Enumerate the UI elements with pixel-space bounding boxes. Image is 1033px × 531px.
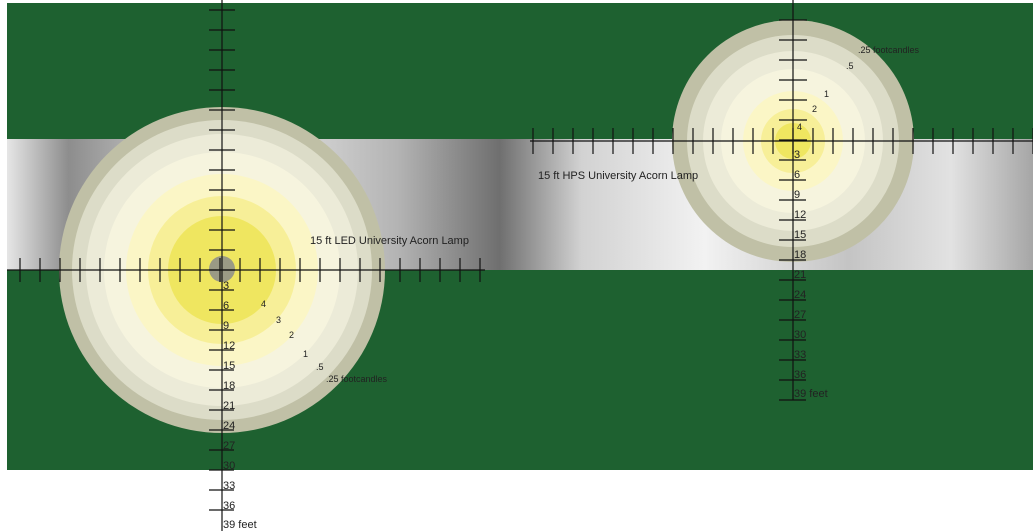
led-distance-label: 21 (223, 400, 235, 412)
led-distance-label: 24 (223, 420, 235, 432)
led-distance-label: 18 (223, 380, 235, 392)
led-distance-label: 33 (223, 480, 235, 492)
hps-distance-label: 12 (794, 209, 806, 221)
hps-distance-label: 39 feet (794, 388, 828, 400)
measurement-axes (7, 0, 1033, 531)
hps-footcandle-label: 2 (812, 104, 817, 114)
hps-distance-label: 15 (794, 229, 806, 241)
hps-distance-label: 36 (794, 369, 806, 381)
led-distance-label: 12 (223, 340, 235, 352)
led-distance-label: 15 (223, 360, 235, 372)
led-distance-scale: 3 6 9 12 15 18 21 24 27 30 33 36 39 feet (223, 280, 257, 531)
hps-distance-scale: 3 6 9 12 15 18 21 24 27 30 33 36 39 feet (794, 149, 828, 400)
hps-distance-label: 33 (794, 349, 806, 361)
led-footcandle-label: 3 (276, 315, 281, 325)
hps-footcandle-label: 1 (824, 89, 829, 99)
led-footcandle-label: .25 footcandles (326, 374, 388, 384)
led-footcandle-label: 1 (303, 349, 308, 359)
hps-footcandle-label: .5 (846, 61, 854, 71)
led-distance-label: 30 (223, 460, 235, 472)
led-distance-label: 9 (223, 320, 229, 332)
led-distance-label: 39 feet (223, 519, 257, 531)
led-footcandle-label: 4 (261, 299, 266, 309)
hps-distance-label: 6 (794, 169, 800, 181)
led-distance-label: 27 (223, 440, 235, 452)
led-footcandle-label: .5 (316, 362, 324, 372)
led-distance-label: 36 (223, 500, 235, 512)
hps-footcandle-label: .25 footcandles (858, 45, 920, 55)
hps-distance-label: 21 (794, 269, 806, 281)
hps-footcandle-labels: .25 footcandles .5 1 2 4 (797, 45, 920, 132)
hps-distance-label: 18 (794, 249, 806, 261)
hps-lamp-label: 15 ft HPS University Acorn Lamp (538, 170, 698, 182)
led-distance-label: 6 (223, 300, 229, 312)
led-lamp-label: 15 ft LED University Acorn Lamp (310, 235, 469, 247)
hps-distance-label: 24 (794, 289, 806, 301)
led-distance-label: 3 (223, 280, 229, 292)
hps-distance-label: 3 (794, 149, 800, 161)
hps-distance-label: 30 (794, 329, 806, 341)
hps-distance-label: 9 (794, 189, 800, 201)
hps-distance-label: 27 (794, 309, 806, 321)
led-footcandle-label: 2 (289, 330, 294, 340)
hps-footcandle-label: 4 (797, 122, 802, 132)
led-footcandle-labels: 4 3 2 1 .5 .25 footcandles (261, 299, 388, 384)
